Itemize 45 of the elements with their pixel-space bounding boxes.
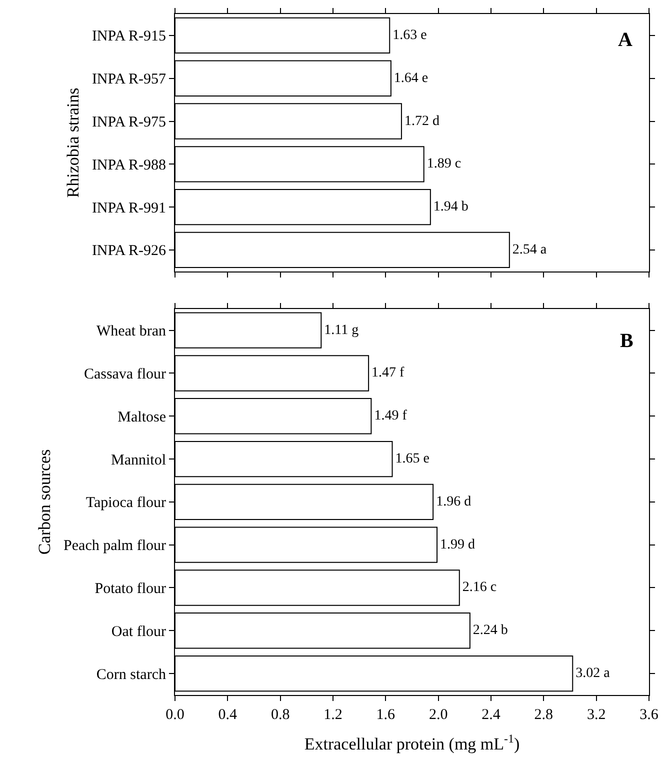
y-tick-label: INPA R-915	[92, 28, 166, 45]
y-tick-label: Tapioca flour	[86, 495, 166, 512]
y-tick-label: Corn starch	[96, 666, 166, 683]
x-tick-label: 0.0	[166, 707, 184, 723]
y-tick-label: Mannitol	[111, 452, 166, 468]
data-label: 2.54 a	[512, 242, 548, 258]
y-tick-label: INPA R-957	[92, 72, 166, 88]
data-label: 1.99 d	[440, 537, 476, 552]
data-label: 1.47 f	[372, 366, 405, 381]
data-label: 1.65 e	[395, 452, 430, 467]
y-tick-label: Cassava flour	[84, 366, 166, 382]
y-tick-label: INPA R-988	[92, 157, 166, 174]
y-axis-title: Rhizobia strains	[63, 88, 82, 198]
y-tick-label: Potato flour	[94, 580, 166, 597]
y-tick-label: INPA R-975	[92, 114, 166, 131]
y-tick-label: INPA R-926	[92, 243, 166, 260]
data-label: 1.63 e	[392, 28, 427, 43]
y-tick-label: Wheat bran	[96, 324, 166, 340]
x-tick-label: 0.8	[270, 707, 290, 723]
data-label: 1.64 e	[394, 70, 428, 86]
data-label: 1.11 g	[324, 322, 359, 338]
x-tick-label: 3.6	[640, 707, 659, 723]
y-tick-label: Oat flour	[111, 624, 166, 640]
data-label: 1.49 f	[374, 408, 408, 424]
x-tick-label: 1.2	[324, 707, 342, 723]
y-tick-label: Maltose	[118, 409, 166, 426]
annotation: B	[620, 330, 634, 352]
x-tick-label: 0.4	[218, 707, 238, 723]
data-label: 1.89 c	[426, 156, 462, 172]
y-tick-label: INPA R-991	[92, 200, 166, 216]
x-tick-label: 2.8	[534, 707, 554, 723]
data-label: 2.24 b	[472, 623, 508, 638]
y-axis-title: Carbon sources	[35, 449, 54, 555]
data-label: 3.02 a	[576, 666, 611, 682]
data-label: 2.16 c	[462, 580, 497, 596]
data-label: 1.96 d	[436, 494, 472, 510]
x-tick-label: 1.6	[376, 707, 396, 723]
data-label: 1.94 b	[433, 200, 468, 215]
annotation: A	[618, 29, 633, 51]
data-label: 1.72 d	[404, 114, 440, 129]
x-tick-label: 3.2	[586, 707, 606, 723]
y-tick-label: Peach palm flour	[64, 538, 166, 554]
x-axis-title: Extracellular protein (mg mL$^{-1}$)	[304, 731, 520, 754]
x-tick-label: 2.0	[428, 707, 448, 723]
x-tick-label: 2.4	[482, 707, 501, 723]
